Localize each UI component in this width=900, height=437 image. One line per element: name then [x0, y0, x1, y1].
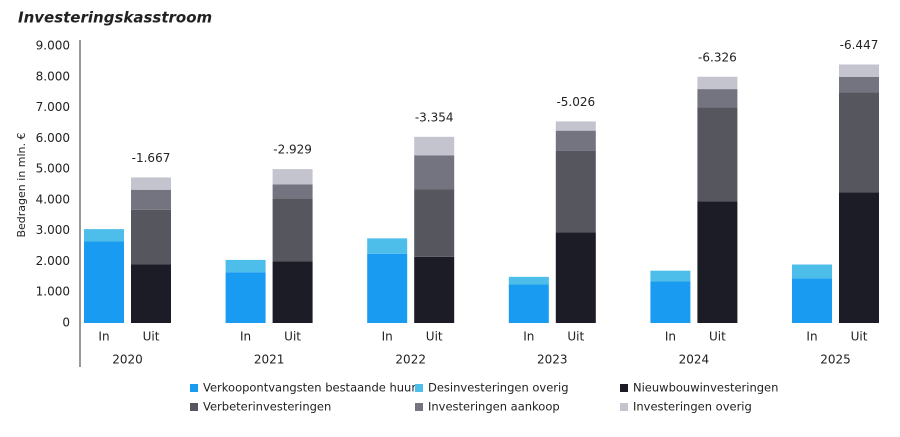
x-tick-label: 2025	[820, 353, 851, 367]
bar-segment	[839, 192, 879, 323]
net-label: -5.026	[556, 95, 595, 109]
chart-title: Investeringskasstroom	[18, 9, 212, 27]
bar-segment	[508, 284, 549, 323]
bar-segment	[792, 264, 832, 279]
stack-label: Uit	[851, 330, 868, 344]
stack-label: In	[382, 330, 393, 344]
bar-segment	[131, 177, 171, 190]
bar-segment	[650, 281, 691, 323]
net-label: -6.447	[840, 38, 879, 52]
legend-swatch	[620, 384, 628, 392]
bar-segment	[697, 89, 738, 108]
legend-label: Verkoopontvangsten bestaande huur	[203, 381, 416, 395]
x-tick-label: 2020	[112, 353, 143, 367]
bar-segment	[131, 264, 171, 323]
bar-segment	[792, 278, 832, 323]
legend-swatch	[620, 403, 628, 411]
bar-segment	[697, 107, 738, 202]
bar-segment	[414, 189, 455, 257]
stack-label: In	[665, 330, 676, 344]
legend-swatch	[415, 403, 423, 411]
bar-segment	[84, 229, 124, 242]
bar-segment	[508, 276, 549, 285]
bar-segment	[131, 209, 171, 265]
y-tick-label: 5.000	[36, 162, 70, 176]
bar-segment	[225, 259, 266, 273]
bar-segment	[225, 272, 266, 323]
bar-segment	[650, 270, 691, 282]
stack-label: Uit	[284, 330, 301, 344]
legend-swatch	[190, 384, 198, 392]
bar-segment	[839, 76, 879, 93]
bar-segment	[84, 241, 124, 323]
bar-segment	[367, 253, 408, 323]
stack-label: In	[523, 330, 534, 344]
bar-segment	[131, 189, 171, 210]
y-tick-label: 0	[62, 316, 70, 330]
net-label: -6.326	[698, 50, 737, 64]
bar-segment	[272, 198, 313, 262]
net-label: -3.354	[415, 110, 454, 124]
y-tick-label: 8.000	[36, 69, 70, 83]
y-tick-label: 6.000	[36, 131, 70, 145]
bar-segment	[697, 76, 738, 90]
bar-segment	[839, 64, 879, 77]
legend-swatch	[190, 403, 198, 411]
net-label: -1.667	[132, 151, 171, 165]
bar-segment	[555, 130, 596, 151]
y-axis-label: Bedragen in mln. €	[15, 132, 28, 237]
y-tick-label: 7.000	[36, 100, 70, 114]
x-tick-label: 2021	[254, 353, 285, 367]
bar-segment	[697, 201, 738, 323]
bar-segment	[414, 256, 455, 323]
bar-segment	[367, 238, 408, 254]
stack-label: Uit	[567, 330, 584, 344]
stack-label: Uit	[709, 330, 726, 344]
bar-segment	[414, 136, 455, 156]
net-label: -2.929	[273, 143, 312, 157]
stack-label: Uit	[426, 330, 443, 344]
bar-segment	[272, 169, 313, 185]
legend-label: Investeringen overig	[633, 400, 752, 414]
stack-label: Uit	[143, 330, 160, 344]
legend-label: Investeringen aankoop	[428, 400, 560, 414]
stack-label: In	[806, 330, 817, 344]
stack-label: In	[240, 330, 251, 344]
y-tick-label: 9.000	[36, 39, 70, 53]
y-tick-label: 1.000	[36, 285, 70, 299]
bar-segment	[555, 232, 596, 323]
bar-segment	[414, 155, 455, 190]
legend-label: Desinvesteringen overig	[428, 381, 569, 395]
bar-segment	[555, 150, 596, 233]
y-tick-label: 3.000	[36, 223, 70, 237]
legend-swatch	[415, 384, 423, 392]
y-tick-label: 2.000	[36, 254, 70, 268]
x-tick-label: 2023	[537, 353, 568, 367]
bar-segment	[272, 184, 313, 199]
bar-segment	[839, 92, 879, 193]
y-tick-label: 4.000	[36, 192, 70, 206]
x-tick-label: 2024	[679, 353, 710, 367]
bar-segment	[272, 261, 313, 323]
legend-label: Nieuwbouwinvesteringen	[633, 381, 778, 395]
legend-label: Verbeterinvesteringen	[203, 400, 331, 414]
x-tick-label: 2022	[395, 353, 426, 367]
bar-segment	[555, 121, 596, 131]
stack-label: In	[98, 330, 109, 344]
